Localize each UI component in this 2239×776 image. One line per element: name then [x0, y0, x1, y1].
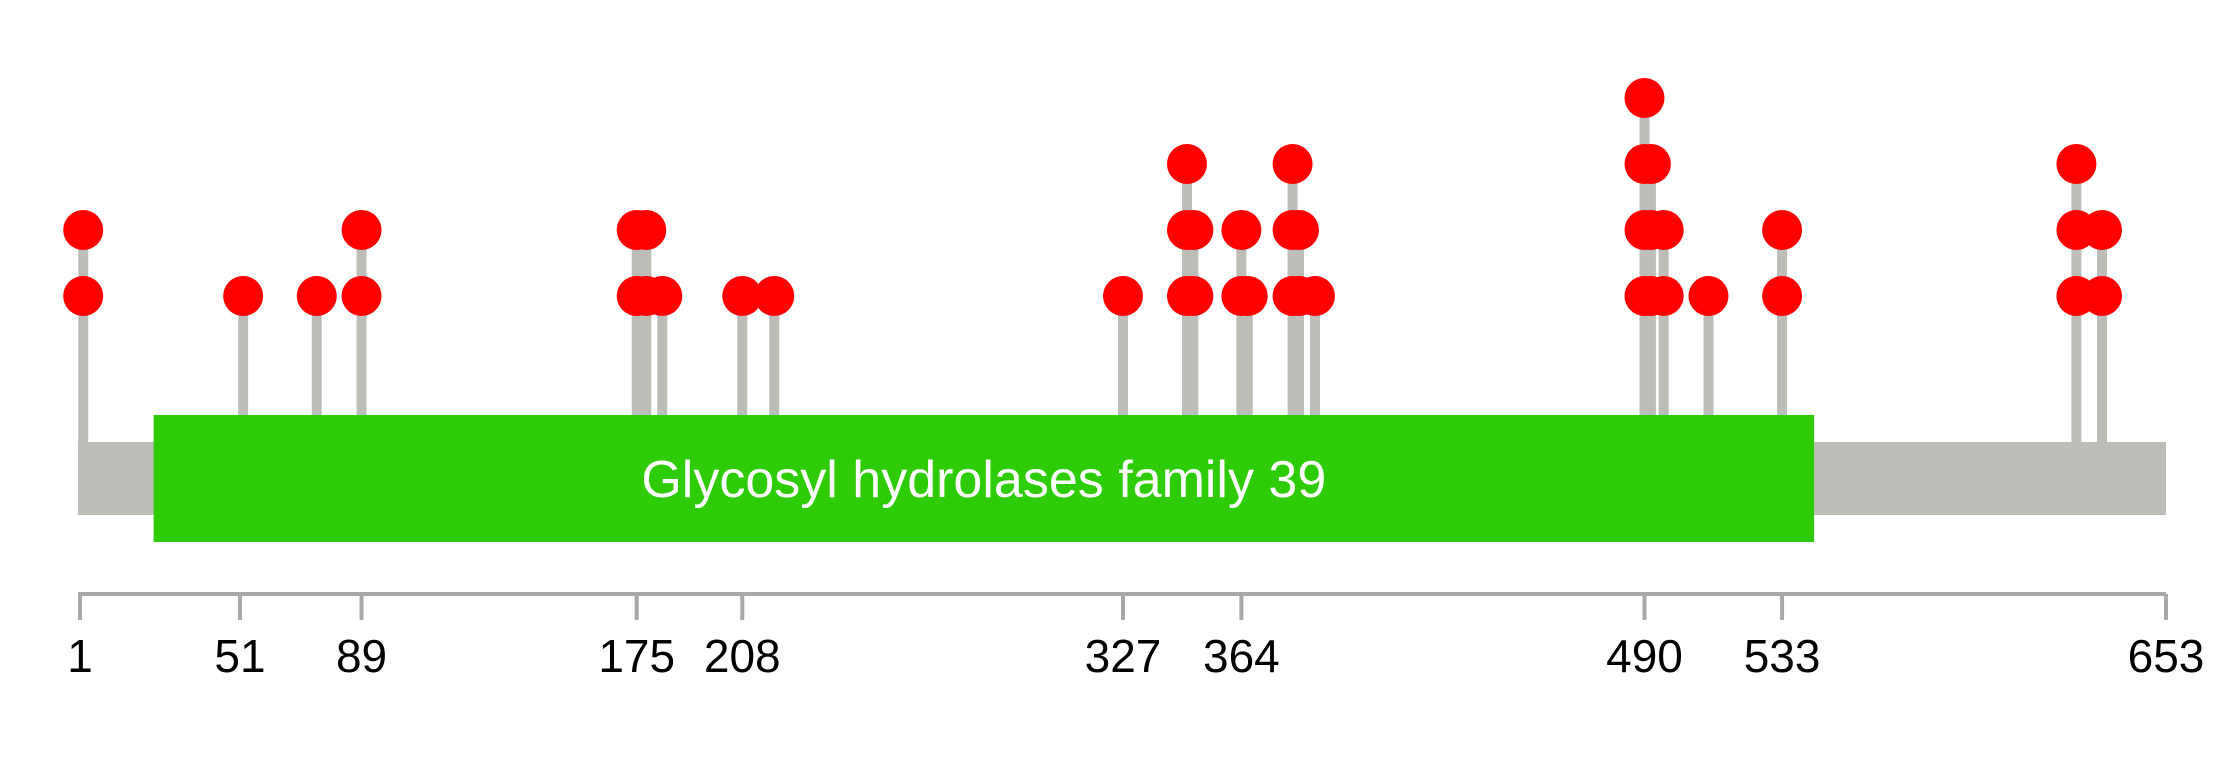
domain-glycosyl-hydrolases [153, 415, 1815, 542]
tick-label: 175 [598, 630, 675, 682]
lollipop-head [1688, 276, 1729, 316]
lollipop-head [1221, 210, 1262, 250]
lollipop-head [722, 276, 763, 316]
stem-layer [78, 98, 2108, 442]
domain-label: Glycosyl hydrolases family 39 [641, 451, 1326, 509]
lollipop-head [2082, 276, 2123, 316]
lollipop-head [341, 276, 382, 316]
head-layer [63, 78, 2123, 316]
lollipop-head [63, 210, 104, 250]
tick-label: 364 [1203, 630, 1280, 682]
lollipop-head [1272, 144, 1313, 184]
tick-label: 653 [2128, 630, 2205, 682]
lollipop-head [1173, 276, 1214, 316]
lollipop-head [2082, 210, 2123, 250]
tick-label: 327 [1085, 630, 1162, 682]
lollipop-head [1166, 144, 1207, 184]
lollipop-head [642, 276, 683, 316]
lollipop-head [1643, 210, 1684, 250]
lollipop-head [1227, 276, 1268, 316]
lollipop-head [1762, 276, 1803, 316]
lollipop-head [1643, 276, 1684, 316]
lollipop-head [1762, 210, 1803, 250]
lollipop-head [296, 276, 337, 316]
lollipop-head [2056, 144, 2097, 184]
lollipop-head [341, 210, 382, 250]
lollipop-head [626, 210, 667, 250]
lollipop-head [1630, 144, 1671, 184]
tick-label: 490 [1606, 630, 1683, 682]
tick-label: 51 [214, 630, 265, 682]
tick-layer: 1 51 89 175 208 327 364 490 533 653 [67, 594, 2204, 682]
lollipop-head [754, 276, 795, 316]
lollipop-head [1103, 276, 1143, 316]
tick-label: 89 [336, 630, 387, 682]
lollipop-head [63, 276, 104, 316]
tick-label: 533 [1744, 630, 1821, 682]
lollipop-head [223, 276, 264, 316]
tick-label: 1 [67, 630, 93, 682]
lollipop-head [1173, 210, 1214, 250]
lollipop-head [1278, 210, 1319, 250]
lollipop-head [1624, 78, 1665, 118]
lollipop-head [1294, 276, 1335, 316]
tick-label: 208 [704, 630, 781, 682]
